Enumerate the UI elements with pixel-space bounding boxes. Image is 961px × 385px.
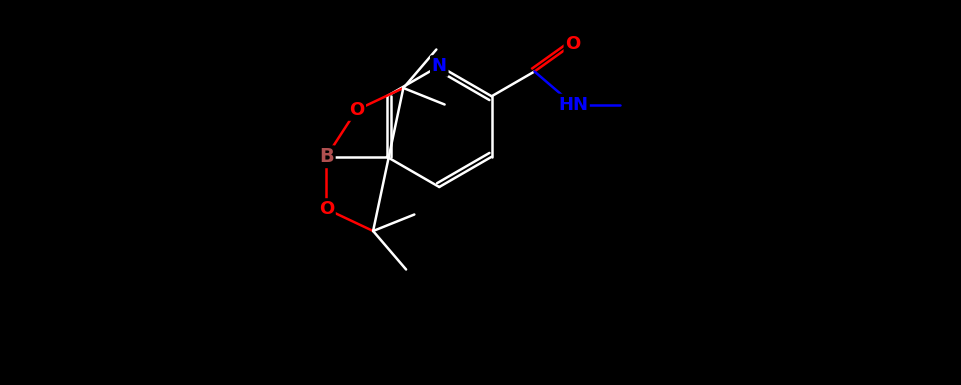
Text: HN: HN (558, 95, 588, 114)
Text: O: O (319, 200, 334, 218)
Text: O: O (565, 35, 580, 53)
Text: N: N (431, 57, 447, 75)
Text: O: O (349, 101, 364, 119)
Text: B: B (319, 147, 333, 166)
